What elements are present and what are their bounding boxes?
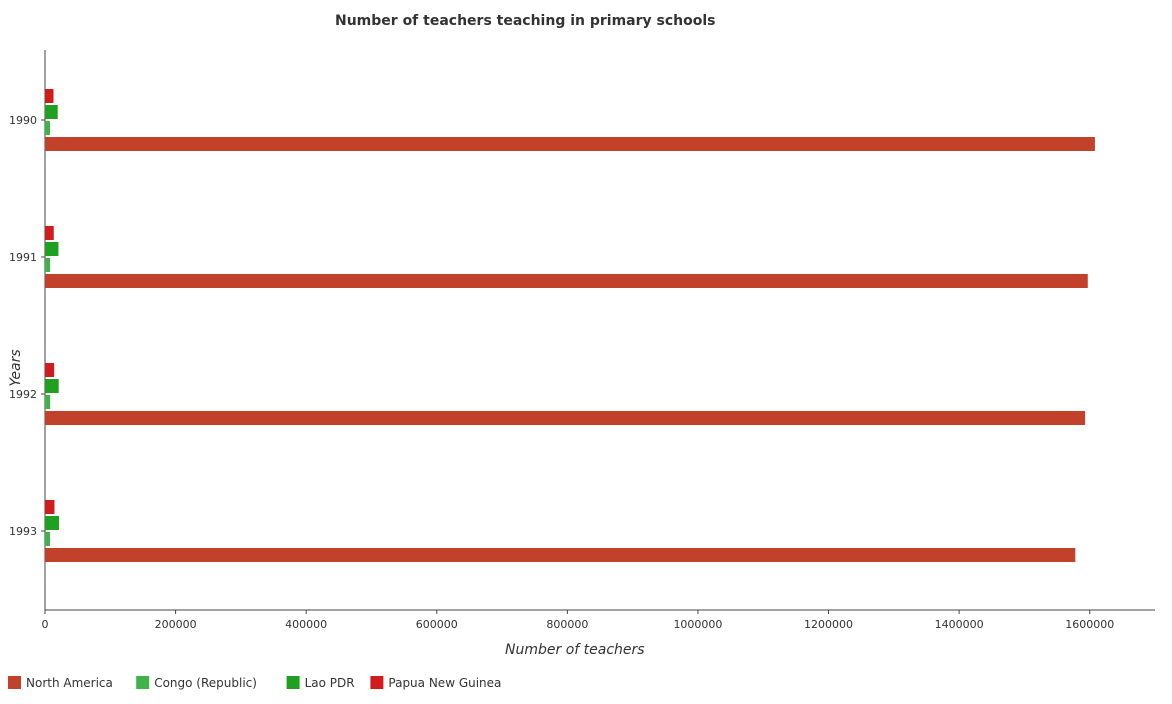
bar-papua-new-guinea-1993 <box>45 500 55 514</box>
bar-congo-republic-1992 <box>45 395 51 409</box>
legend-swatch <box>370 676 384 689</box>
x-tick-label: 1400000 <box>935 618 984 631</box>
x-tick-label: 800000 <box>546 618 588 631</box>
y-axis-label: Years <box>8 349 24 386</box>
y-tick-label: 1990 <box>9 114 37 127</box>
x-tick-label: 400000 <box>285 618 327 631</box>
bar-lao-pdr-1990 <box>45 105 58 119</box>
chart-title: Number of teachers teaching in primary s… <box>335 13 716 29</box>
bar-papua-new-guinea-1991 <box>45 226 54 240</box>
x-tick-label: 1600000 <box>1065 618 1114 631</box>
bar-lao-pdr-1991 <box>45 242 59 256</box>
bar-congo-republic-1990 <box>45 121 51 135</box>
bar-north-america-1991 <box>45 274 1088 288</box>
x-tick-label: 200000 <box>155 618 197 631</box>
bar-lao-pdr-1992 <box>45 379 59 393</box>
y-axis-ticks: 1990 1991 1992 1993 <box>9 114 45 538</box>
bar-papua-new-guinea-1992 <box>45 363 55 377</box>
x-axis-label: Number of teachers <box>505 642 645 658</box>
legend-label: Papua New Guinea <box>388 676 501 690</box>
legend-swatch <box>8 676 21 689</box>
y-tick-label: 1992 <box>9 388 37 401</box>
bar-north-america-1990 <box>45 137 1095 151</box>
bar-congo-republic-1991 <box>45 258 51 272</box>
x-tick-label: 1200000 <box>804 618 853 631</box>
bar-north-america-1992 <box>45 411 1086 425</box>
x-axis-ticks: 0 200000 400000 600000 800000 1000000 1200000 1… <box>42 610 1114 631</box>
plot-area <box>44 50 1155 611</box>
bar-lao-pdr-1993 <box>45 516 60 530</box>
bar-north-america-1993 <box>45 548 1076 562</box>
x-tick-label: 600000 <box>416 618 458 631</box>
bar-congo-republic-1993 <box>45 532 50 546</box>
y-tick-label: 1993 <box>9 525 37 538</box>
legend-label: Lao PDR <box>305 676 355 690</box>
x-tick-label: 1000000 <box>673 618 722 631</box>
legend: North America Congo (Republic) Lao PDR Papu… <box>8 676 501 690</box>
legend-swatch <box>286 676 300 689</box>
y-tick-label: 1991 <box>9 251 37 264</box>
bar-papua-new-guinea-1990 <box>45 89 54 103</box>
legend-label: Congo (Republic) <box>154 676 257 690</box>
legend-label: North America <box>26 676 113 690</box>
x-tick-label: 0 <box>42 618 49 631</box>
legend-swatch <box>136 676 150 689</box>
